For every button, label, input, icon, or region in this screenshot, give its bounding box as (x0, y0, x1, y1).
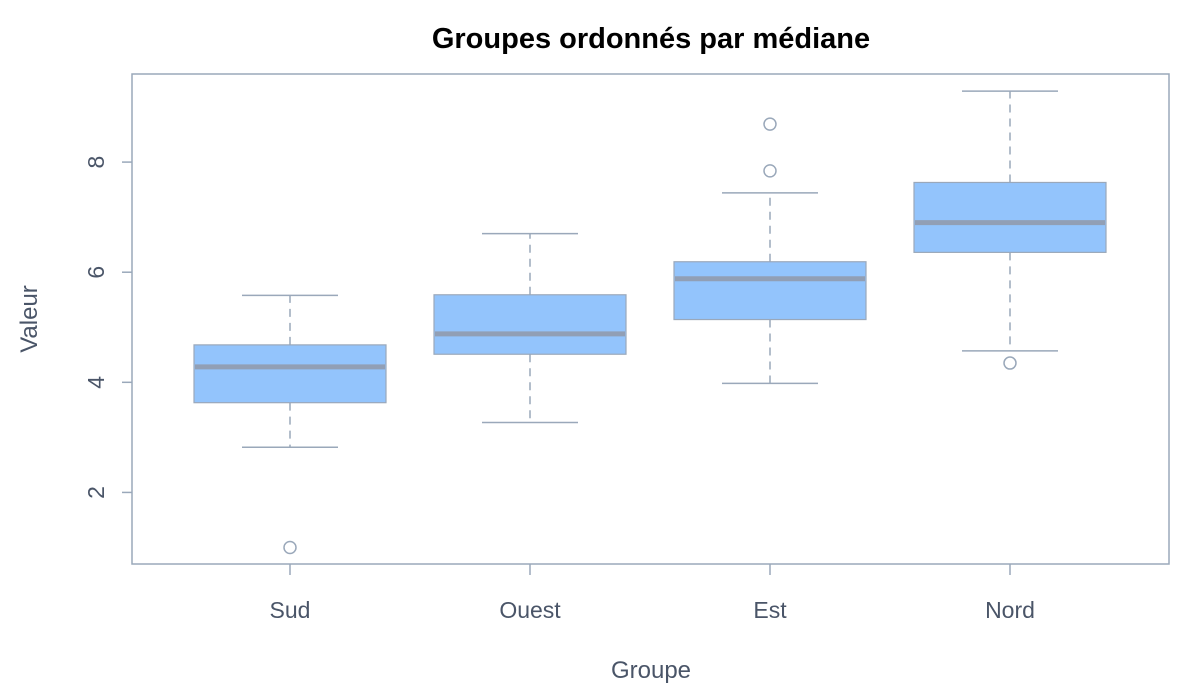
y-tick-label: 4 (83, 376, 109, 389)
y-tick-label: 8 (83, 156, 109, 169)
box-group-est (673, 117, 867, 385)
x-axis: Sud Ouest Est Nord (270, 564, 1035, 623)
x-tick-label: Nord (985, 597, 1035, 623)
x-tick-label: Sud (270, 597, 311, 623)
x-tick-label: Ouest (499, 597, 561, 623)
y-tick-label: 2 (83, 486, 109, 499)
y-axis: 2 4 6 8 (83, 156, 132, 499)
plot-area (131, 73, 1170, 565)
x-axis-label: Groupe (611, 657, 691, 684)
y-tick-label: 6 (83, 266, 109, 279)
chart-title: Groupes ordonnés par médiane (432, 23, 870, 55)
box-group-sud (193, 294, 387, 555)
box-iqr (913, 181, 1107, 253)
outlier-point (763, 117, 777, 131)
box-iqr (673, 261, 867, 321)
box-group-nord (913, 90, 1107, 370)
box-series (193, 90, 1107, 555)
y-axis-label: Valeur (16, 285, 43, 353)
outlier-point (283, 540, 297, 555)
x-tick-label: Est (753, 597, 787, 623)
box-iqr (433, 294, 627, 355)
outlier-point (1003, 356, 1017, 370)
box-iqr (193, 344, 387, 404)
outlier-point (763, 164, 777, 178)
box-group-ouest (433, 232, 627, 424)
